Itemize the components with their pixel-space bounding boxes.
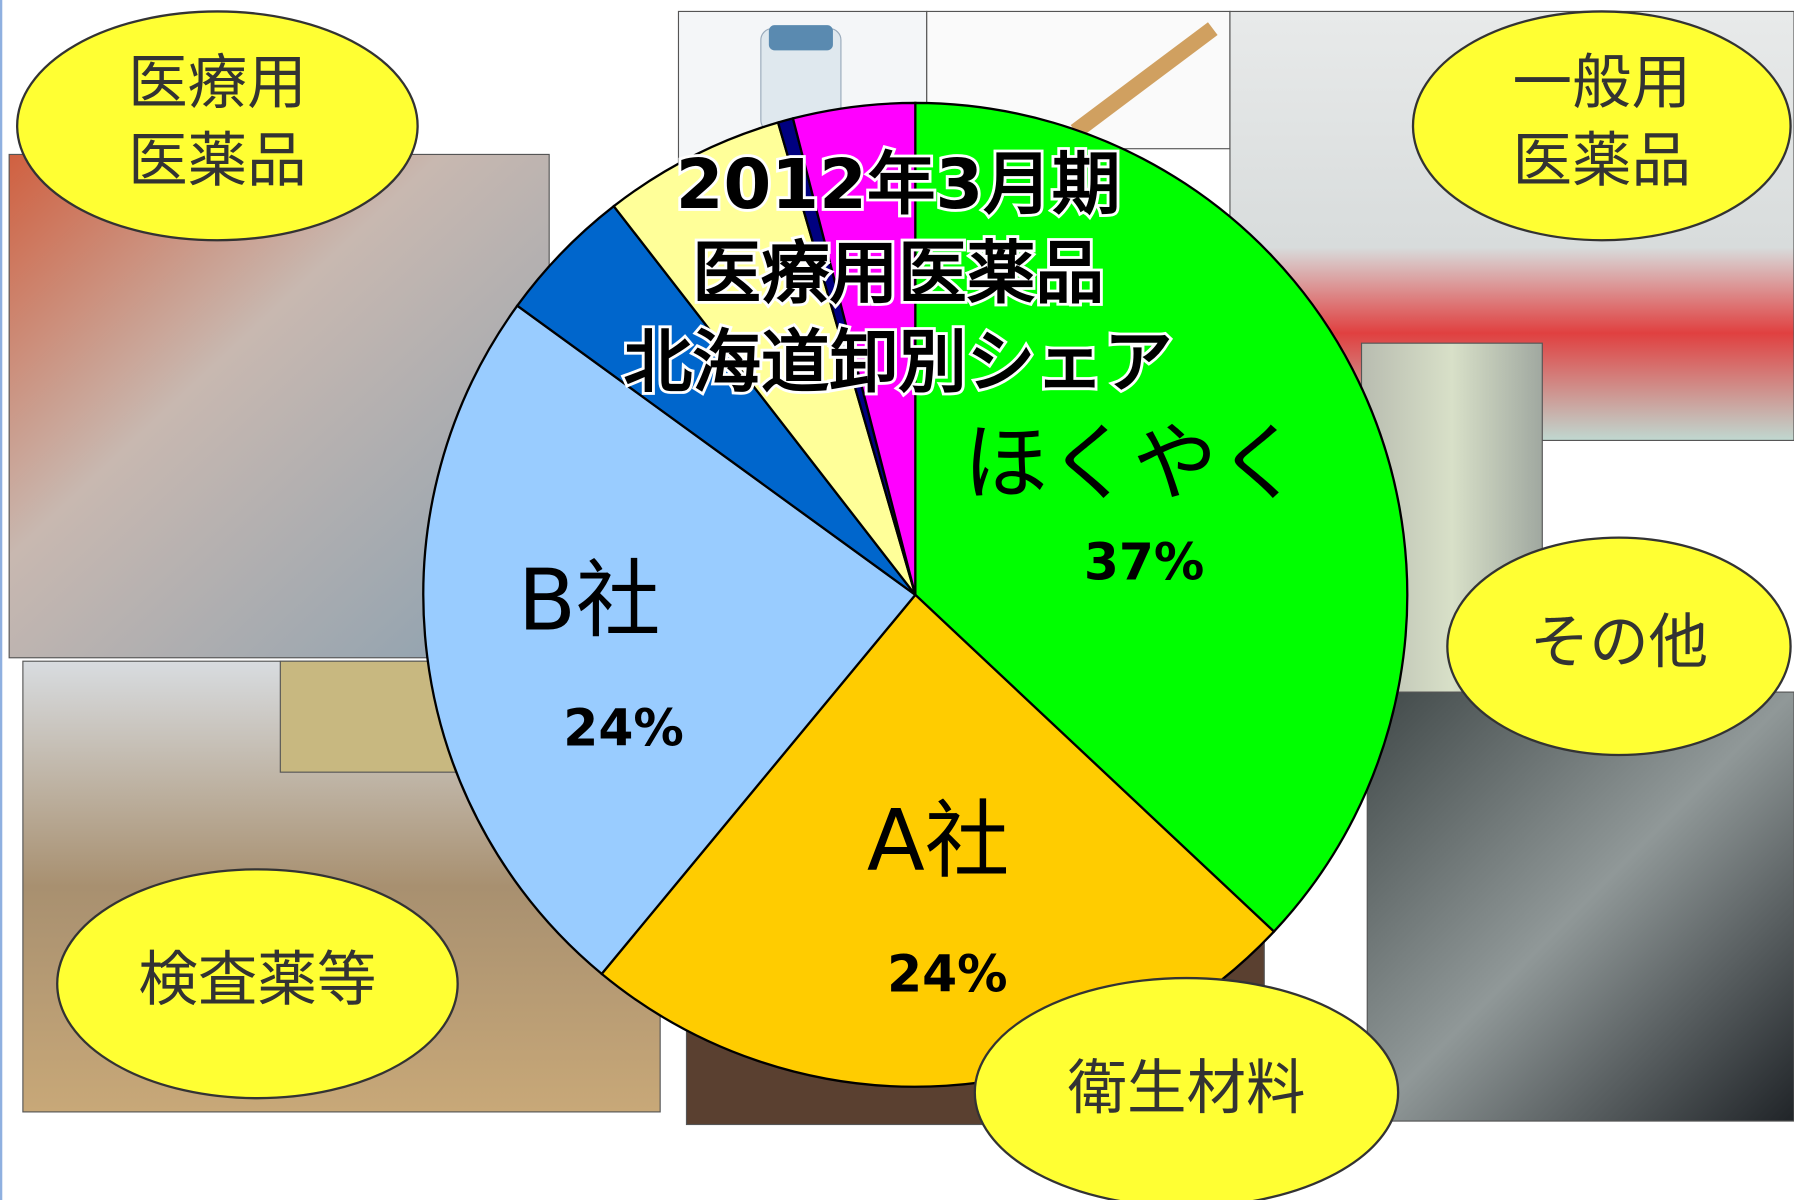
slice-value-label: 37%	[1084, 533, 1204, 592]
title-line: 北海道卸別シェア	[624, 323, 1173, 403]
annotation-oval	[1446, 536, 1792, 757]
slice-label: ほくやく	[963, 413, 1302, 512]
photo-box	[279, 660, 459, 773]
annotation-oval	[16, 10, 419, 242]
title-line: 2012年3月期	[676, 145, 1121, 225]
slice-value-label: 24%	[887, 945, 1007, 1004]
annotation-oval	[973, 976, 1400, 1200]
pie-slice	[914, 101, 1409, 934]
annotation-text: 医薬品	[1513, 127, 1691, 196]
slice-value-label: 24%	[563, 699, 683, 758]
pie-slice	[612, 121, 917, 596]
annotation-text: 医薬品	[128, 127, 306, 196]
pie-slice	[422, 304, 917, 976]
pie: ほくやく 37% A社 24% B社 24%	[422, 101, 1409, 1088]
annotation-text: 一般用	[1513, 49, 1691, 118]
title-line: 医療用医薬品	[692, 234, 1104, 314]
pie-slice	[791, 101, 917, 596]
syringe-shape	[1070, 22, 1218, 138]
annotation-text: 医療用	[128, 49, 306, 118]
slice-label: A社	[867, 791, 1010, 890]
photo-gas	[1366, 691, 1794, 1122]
slice-label: B社	[518, 551, 661, 650]
annotation-text: その他	[1530, 608, 1708, 677]
annotation-oval	[56, 868, 459, 1100]
annotation-oval	[1411, 10, 1792, 242]
vial-cap	[768, 25, 833, 51]
annotation-text: 衛生材料	[1067, 1055, 1305, 1124]
annotation-text: 検査薬等	[138, 946, 376, 1015]
